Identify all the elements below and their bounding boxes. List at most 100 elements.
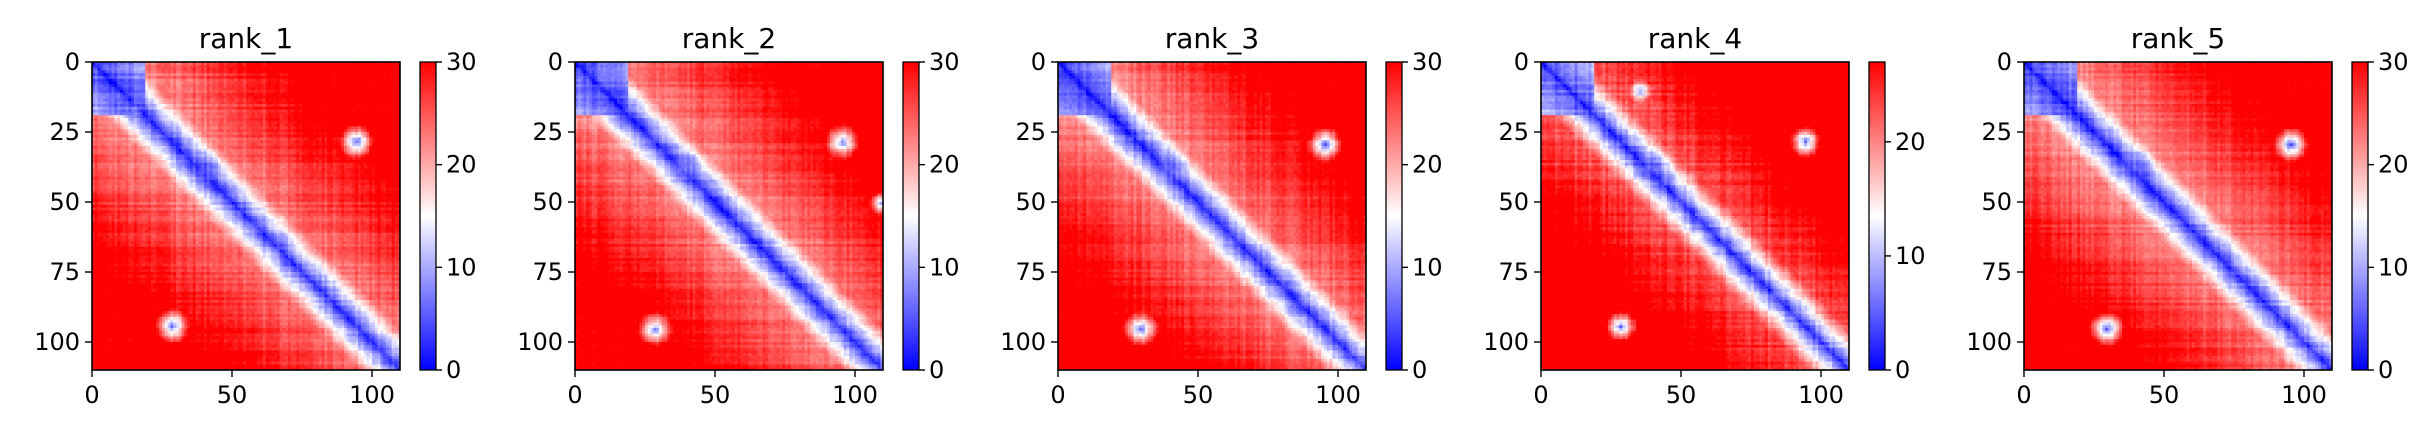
heatmap-cell (386, 107, 389, 110)
heatmap-cell (126, 96, 129, 99)
heatmap-cell (196, 90, 199, 93)
heatmap-cell (358, 82, 361, 85)
heatmap-cell (319, 65, 322, 68)
heatmap-cell (302, 98, 305, 101)
heatmap-cell (246, 107, 249, 110)
heatmap-cell (383, 107, 386, 110)
heatmap-cell (305, 73, 308, 76)
heatmap-cell (285, 98, 288, 101)
heatmap-cell (274, 101, 277, 104)
heatmap-cell (369, 82, 372, 85)
heatmap-cell (176, 79, 179, 82)
heatmap-cell (260, 65, 263, 68)
heatmap-cell (302, 107, 305, 110)
heatmap-cell (308, 101, 311, 104)
heatmap-cell (252, 73, 255, 76)
heatmap-cell (151, 101, 154, 104)
heatmap-cell (294, 65, 297, 68)
heatmap-cell (347, 65, 350, 68)
heatmap-cell (190, 112, 193, 115)
heatmap-cell (240, 96, 243, 99)
heatmap-cell (254, 87, 257, 90)
heatmap-cell (268, 68, 271, 71)
heatmap-cell (106, 76, 109, 79)
heatmap-cell (364, 79, 367, 82)
heatmap-cell (159, 73, 162, 76)
heatmap-cell (98, 110, 101, 113)
heatmap-cell (128, 90, 131, 93)
heatmap-cell (291, 76, 294, 79)
heatmap-cell (302, 110, 305, 113)
heatmap-cell (204, 112, 207, 115)
heatmap-cell (355, 70, 358, 73)
heatmap-cell (100, 73, 103, 76)
heatmap-cell (210, 104, 213, 107)
heatmap-cell (117, 65, 120, 68)
heatmap-cell (215, 82, 218, 85)
heatmap-cell (352, 110, 355, 113)
heatmap-cell (333, 110, 336, 113)
heatmap-cell (176, 115, 179, 118)
heatmap-cell (257, 76, 260, 79)
heatmap-cell (344, 79, 347, 82)
heatmap-cell (184, 68, 187, 71)
heatmap-cell (327, 65, 330, 68)
heatmap-cell (324, 73, 327, 76)
heatmap-cell (95, 84, 98, 87)
heatmap-cell (246, 96, 249, 99)
heatmap-cell (123, 82, 126, 85)
heatmap-cell (240, 65, 243, 68)
heatmap-cell (162, 87, 165, 90)
heatmap-cell (380, 79, 383, 82)
heatmap-cell (114, 79, 117, 82)
heatmap-cell (268, 110, 271, 113)
heatmap-cell (198, 76, 201, 79)
heatmap-cell (263, 112, 266, 115)
heatmap-cell (103, 79, 106, 82)
heatmap-cell (114, 115, 117, 118)
heatmap-cell (156, 112, 159, 115)
heatmap-cell (361, 112, 364, 115)
heatmap-cell (120, 107, 123, 110)
heatmap-cell (383, 93, 386, 96)
heatmap-cell (148, 104, 151, 107)
heatmap-cell (218, 82, 221, 85)
heatmap-cell (238, 107, 241, 110)
heatmap-cell (257, 93, 260, 96)
heatmap-cell (109, 112, 112, 115)
heatmap-cell (277, 98, 280, 101)
heatmap-cell (285, 70, 288, 73)
heatmap-cell (229, 70, 232, 73)
heatmap-cell (296, 70, 299, 73)
heatmap-cell (224, 65, 227, 68)
heatmap-cell (106, 101, 109, 104)
heatmap-cell (240, 112, 243, 115)
heatmap-cell (378, 68, 381, 71)
heatmap-cell (145, 112, 148, 115)
heatmap-cell (249, 101, 252, 104)
heatmap-cell (277, 110, 280, 113)
heatmap-cell (190, 107, 193, 110)
heatmap-cell (322, 73, 325, 76)
heatmap-cell (196, 93, 199, 96)
heatmap-cell (316, 84, 319, 87)
heatmap-cell (173, 87, 176, 90)
heatmap-cell (162, 93, 165, 96)
heatmap-cell (322, 115, 325, 118)
heatmap-cell (296, 115, 299, 118)
heatmap-cell (274, 104, 277, 107)
heatmap-cell (168, 115, 171, 118)
heatmap-cell (246, 79, 249, 82)
heatmap-cell (204, 110, 207, 113)
heatmap-cell (120, 96, 123, 99)
heatmap-cell (350, 79, 353, 82)
heatmap-cell (176, 87, 179, 90)
heatmap-cell (218, 65, 221, 68)
heatmap-cell (145, 68, 148, 71)
heatmap-cell (296, 101, 299, 104)
heatmap-cell (162, 90, 165, 93)
heatmap-cell (179, 82, 182, 85)
heatmap-cell (277, 90, 280, 93)
heatmap-cell (361, 104, 364, 107)
heatmap-cell (282, 101, 285, 104)
